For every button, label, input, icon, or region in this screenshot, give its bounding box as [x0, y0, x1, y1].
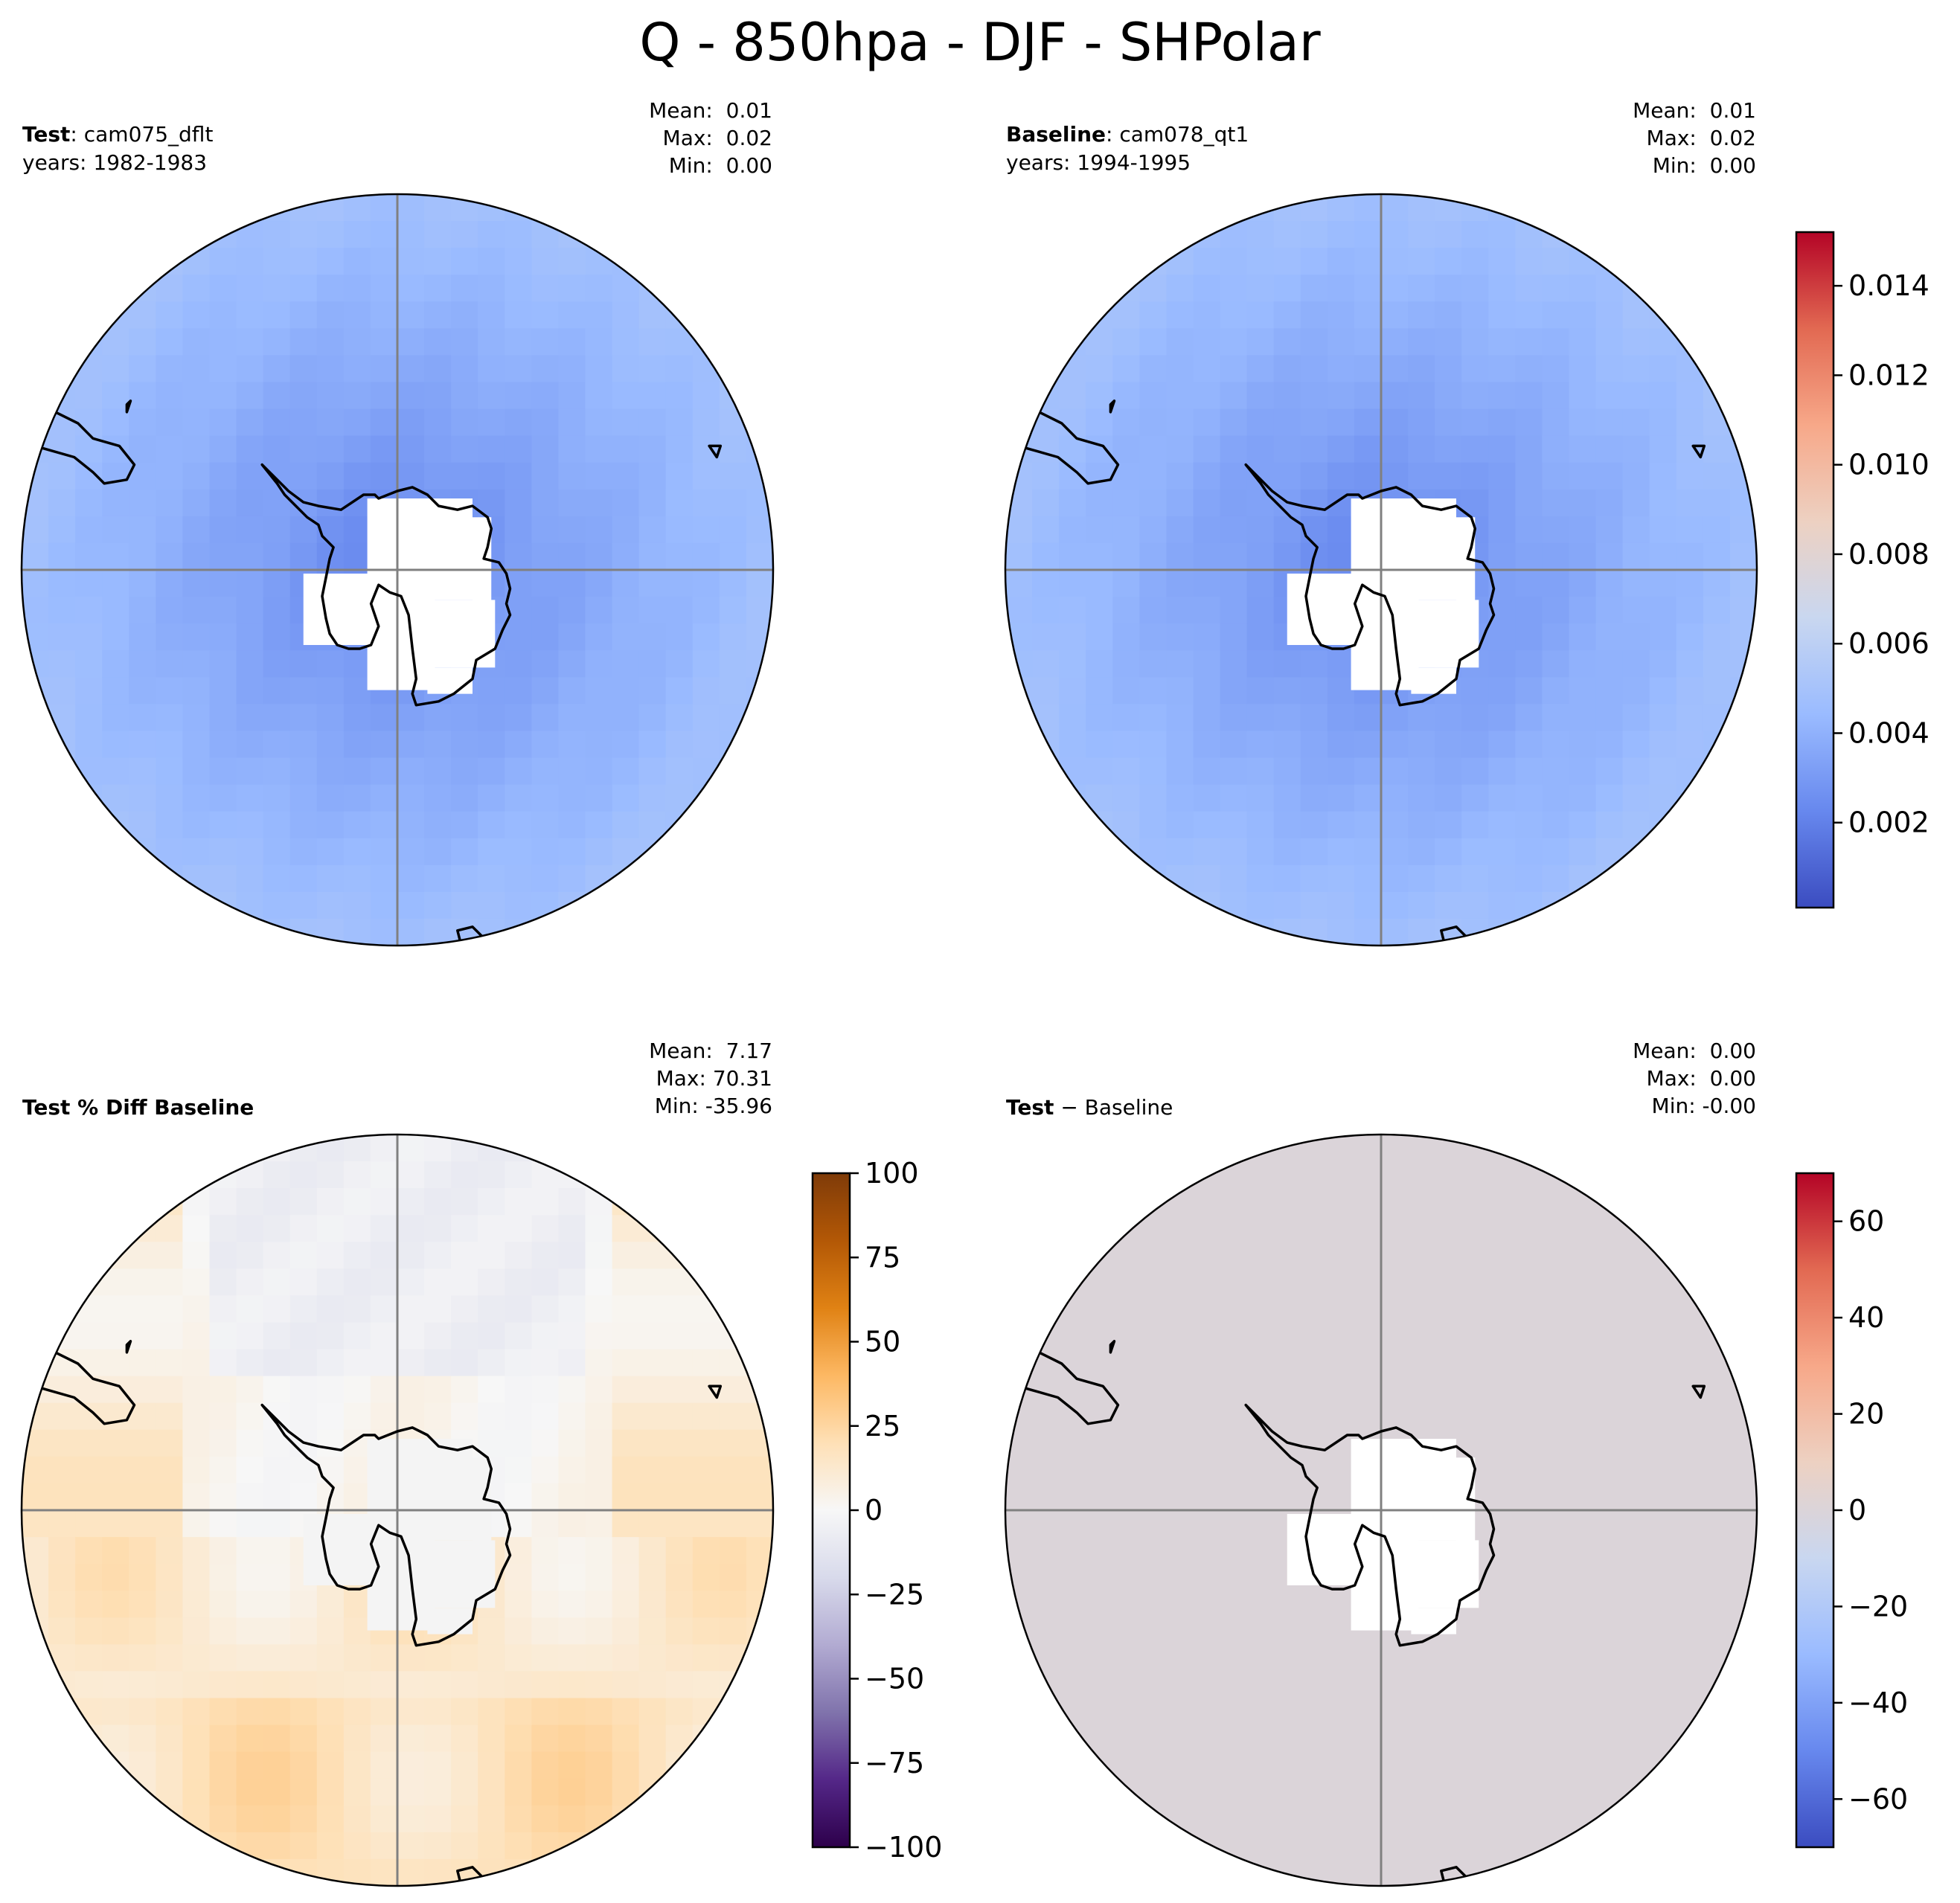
panel-diff-stats: Mean: 0.00 Max: 0.00 Min: -0.00: [1633, 1037, 1756, 1120]
panel-baseline-case-name: : cam078_qt1: [1106, 122, 1249, 147]
colorbar-gradient: [1795, 231, 1835, 909]
panel-test-title-bold: Test: [22, 122, 71, 147]
stat-mean: Mean: 0.01: [649, 98, 772, 123]
island-coastline: [125, 399, 132, 414]
land-mask-cell: [427, 667, 473, 694]
field-grid: [1005, 194, 1757, 946]
land-mask-cell: [1411, 1608, 1456, 1634]
stat-mean: Mean: 7.17: [649, 1039, 772, 1063]
land-mask-cell: [397, 1510, 417, 1526]
stat-mean: Mean: 0.00: [1633, 1039, 1756, 1063]
map-panel-0: [20, 193, 775, 947]
island-coastline: [708, 1384, 723, 1399]
panel-baseline-title: Baseline: cam078_qt1: [1006, 121, 1249, 148]
antarctica-coastline: [1244, 463, 1496, 707]
land-mask-cell: [1411, 667, 1456, 694]
island-coastline: [125, 1340, 132, 1354]
panel-baseline-years: years: 1994-1995: [1006, 150, 1191, 175]
colorbar-tick-label: 0.002: [1848, 806, 1929, 839]
panel-diff-title-rest: − Baseline: [1054, 1095, 1173, 1120]
colorbar-tick-label: 0.010: [1848, 449, 1929, 481]
map-boundary: [20, 193, 775, 947]
colorbar-tick-label: 0.006: [1848, 627, 1929, 660]
map-boundary: [20, 1133, 775, 1887]
stat-min: Min: 0.00: [668, 153, 772, 178]
stat-min: Min: -0.00: [1651, 1094, 1756, 1118]
field-grid: [1005, 1135, 1757, 1886]
panel-test-years: years: 1982-1983: [22, 150, 208, 175]
stat-min: Min: -35.96: [654, 1094, 772, 1118]
panel-baseline-title-bold: Baseline: [1006, 122, 1106, 147]
colorbar-tick-label: −25: [865, 1578, 924, 1611]
colorbar-tick-label: 25: [865, 1410, 900, 1443]
island-coastline: [1691, 444, 1706, 459]
colorbar-tick-label: 0: [865, 1494, 883, 1527]
colorbar-tick-label: −60: [1848, 1782, 1908, 1815]
land-mask-cell: [1381, 570, 1400, 585]
colorbar-tick-label: 100: [865, 1157, 919, 1190]
antarctica-coastline: [260, 1403, 512, 1647]
stat-max: Max: 0.00: [1646, 1066, 1756, 1091]
land-mask-cell: [427, 1608, 473, 1634]
colorbar-gradient: [811, 1172, 851, 1849]
land-mask-cell: [1287, 1514, 1389, 1585]
map-panel-3: [1004, 1133, 1758, 1887]
stat-max: Max: 70.31: [656, 1066, 772, 1091]
panel-test-case-name: : cam075_dflt: [70, 122, 214, 147]
land-mask-cell: [1287, 574, 1389, 645]
panel-baseline-stats: Mean: 0.01 Max: 0.02 Min: 0.00: [1633, 97, 1756, 179]
map-boundary: [1004, 193, 1758, 947]
panel-test-title: Test: cam075_dflt: [22, 121, 213, 148]
colorbar-tick-label: 75: [865, 1241, 900, 1274]
land-mask-cell: [303, 1514, 406, 1585]
colorbar-tick-label: −40: [1848, 1687, 1908, 1719]
panel-diff-title: Test − Baseline: [1006, 1094, 1173, 1121]
colorbar-tick-label: 0.008: [1848, 538, 1929, 571]
figure-title: Q - 850hpa - DJF - SHPolar: [639, 12, 1321, 73]
colorbar-tick-label: −75: [865, 1747, 924, 1780]
colorbar-tick-label: −100: [865, 1831, 942, 1864]
panel-diff-title-bold: Test: [1006, 1095, 1054, 1120]
land-mask-cell: [1381, 1510, 1400, 1526]
colorbar-tick-label: 0.004: [1848, 716, 1929, 749]
land-mask-cell: [303, 574, 406, 645]
stat-max: Max: 0.02: [1646, 126, 1756, 150]
island-coastline: [708, 444, 723, 459]
colorbar-tick-label: 20: [1848, 1398, 1884, 1431]
island-coastline: [1691, 1384, 1706, 1399]
map-panel-1: [1004, 193, 1758, 947]
map-panel-2: [20, 1133, 775, 1887]
panel-pctdiff-title: Test % Diff Baseline: [22, 1094, 254, 1121]
stat-mean: Mean: 0.01: [1633, 98, 1756, 123]
colorbar-tick-label: 60: [1848, 1205, 1884, 1238]
colorbar-2: −100 −75 −50 −25 0 25 50 75 100: [811, 1157, 942, 1864]
colorbar-1: 0.002 0.004 0.006 0.008 0.010 0.012 0.014: [1795, 231, 1929, 909]
stat-min: Min: 0.00: [1652, 153, 1756, 178]
land-mask-cell: [397, 570, 417, 585]
panel-test-stats: Mean: 0.01 Max: 0.02 Min: 0.00: [649, 97, 772, 179]
colorbar-tick-label: 0.014: [1848, 269, 1929, 302]
map-boundary: [1004, 1133, 1758, 1887]
colorbar-tick-label: 0: [1848, 1494, 1866, 1527]
panel-pctdiff-stats: Mean: 7.17 Max: 70.31 Min: -35.96: [649, 1037, 772, 1120]
colorbar-tick-label: 50: [865, 1326, 900, 1358]
island-coastline: [1109, 1340, 1116, 1354]
antarctica-coastline: [1244, 1403, 1496, 1647]
panel-pctdiff-title-bold: Test % Diff Baseline: [22, 1095, 254, 1120]
colorbar-3: −60 −40 −20 0 20 40 60: [1795, 1172, 1908, 1849]
colorbar-tick-label: −20: [1848, 1590, 1908, 1623]
island-coastline: [1109, 399, 1116, 414]
colorbar-tick-label: −50: [865, 1663, 924, 1695]
colorbar-tick-label: 0.012: [1848, 359, 1929, 391]
antarctica-coastline: [260, 463, 512, 707]
colorbar-gradient: [1795, 1172, 1835, 1849]
stat-max: Max: 0.02: [662, 126, 772, 150]
colorbar-tick-label: 40: [1848, 1301, 1884, 1334]
